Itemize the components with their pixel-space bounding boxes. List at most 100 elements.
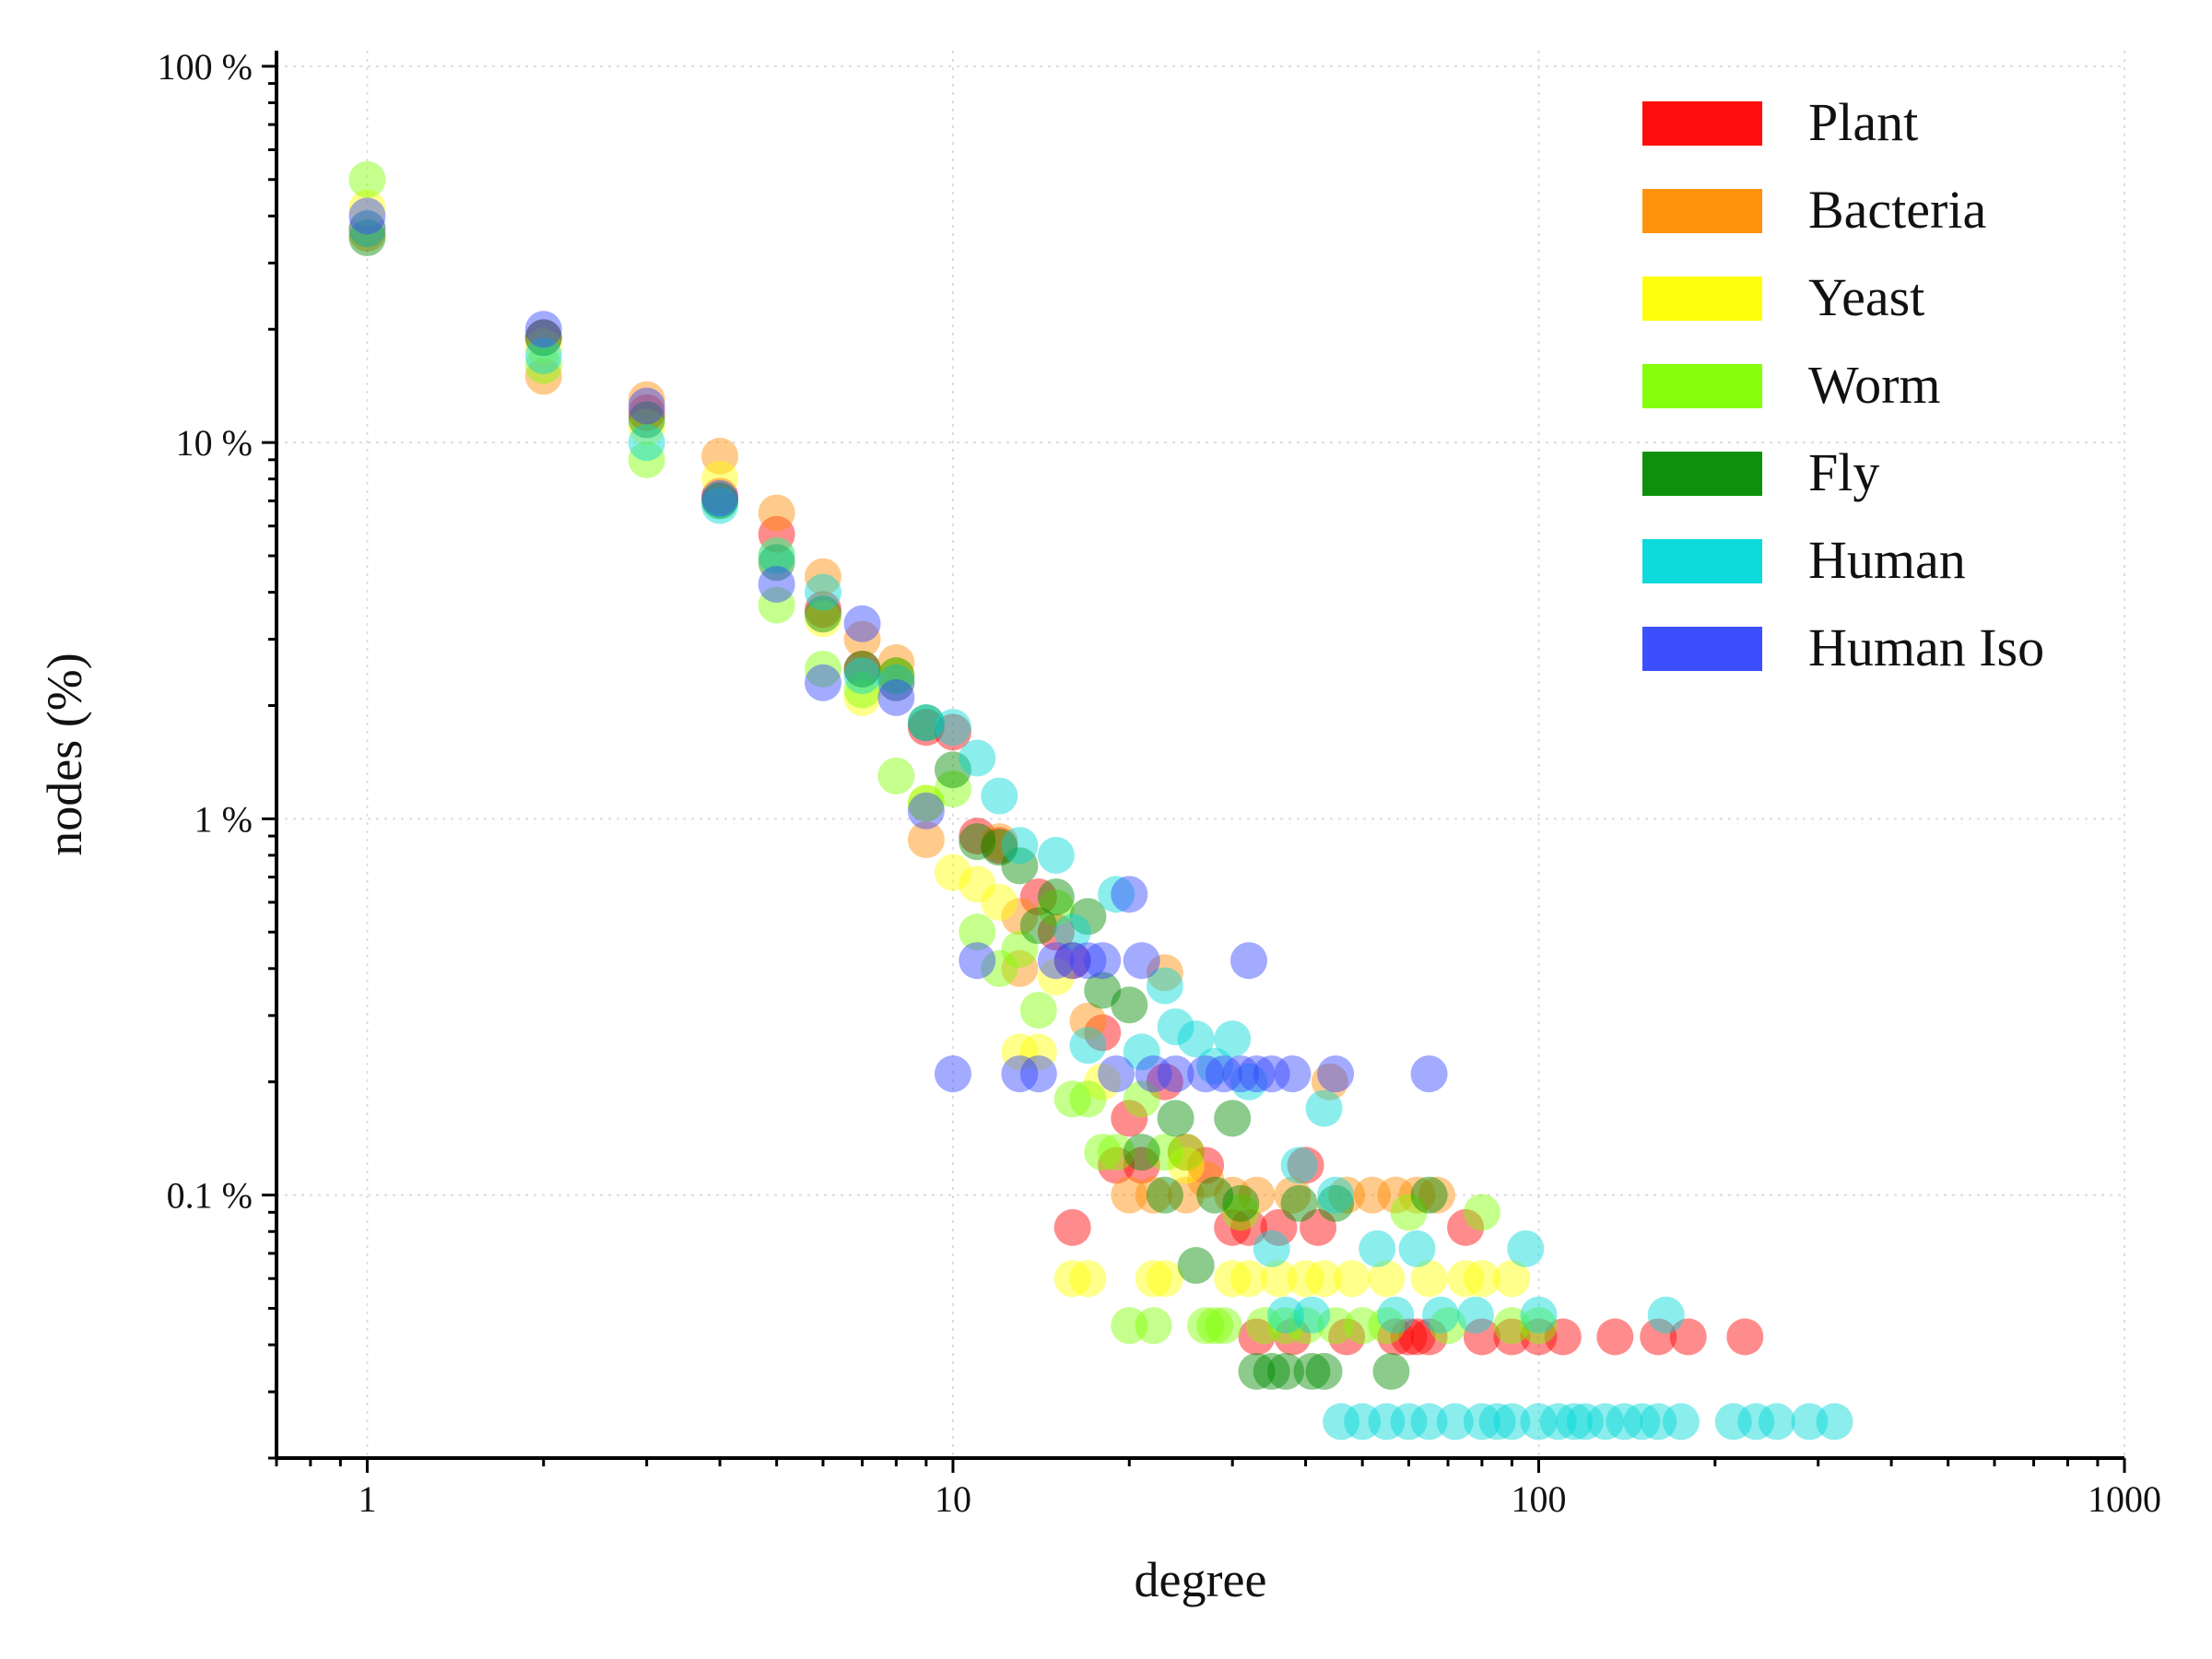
data-point	[1410, 1403, 1448, 1441]
data-point	[1111, 1307, 1148, 1345]
legend-item: Human Iso	[1642, 618, 2044, 677]
data-point	[804, 600, 841, 638]
data-point	[701, 482, 739, 520]
series-fly	[348, 219, 1448, 1390]
data-point	[1123, 1080, 1160, 1118]
x-tick-label: 100	[1511, 1478, 1566, 1520]
data-point	[1493, 1260, 1531, 1298]
data-point	[1422, 1296, 1460, 1334]
data-point	[524, 347, 562, 384]
data-point	[1001, 827, 1039, 865]
data-point	[1267, 1307, 1305, 1345]
data-point	[628, 441, 665, 478]
data-point	[907, 704, 945, 742]
data-point	[1353, 1176, 1391, 1214]
data-point	[907, 784, 945, 822]
data-point	[843, 657, 881, 695]
data-point	[1037, 878, 1075, 916]
legend-item: Bacteria	[1642, 180, 1986, 240]
data-point	[877, 664, 915, 701]
data-point	[1084, 971, 1122, 1009]
data-point	[1214, 1208, 1252, 1246]
data-point	[1001, 1033, 1039, 1071]
y-tick-label: 100 %	[158, 46, 253, 88]
data-point	[1398, 1230, 1436, 1267]
data-point	[1230, 1208, 1267, 1246]
data-point	[843, 671, 881, 709]
data-point	[1260, 1260, 1298, 1298]
legend-swatch	[1642, 539, 1762, 583]
data-point	[628, 387, 665, 425]
legend-item: Plant	[1642, 92, 1918, 152]
data-point	[1323, 1403, 1360, 1441]
data-point	[1436, 1403, 1474, 1441]
data-point	[1726, 1318, 1764, 1356]
data-point	[877, 643, 915, 681]
data-point	[1037, 836, 1075, 874]
data-point	[1596, 1318, 1634, 1356]
data-point	[1177, 1020, 1215, 1058]
data-point	[1238, 1055, 1276, 1093]
data-point	[1737, 1403, 1775, 1441]
legend-label: Human Iso	[1808, 618, 2044, 677]
data-point	[1311, 1063, 1348, 1100]
legend-label: Human	[1808, 530, 1966, 590]
data-point	[701, 482, 739, 520]
data-point	[1305, 1352, 1343, 1390]
data-point	[1069, 1080, 1107, 1118]
data-point	[1053, 942, 1091, 980]
data-point	[1418, 1176, 1455, 1214]
data-point	[1305, 1260, 1343, 1298]
axes	[275, 51, 2124, 1460]
data-point	[1791, 1403, 1829, 1441]
data-point	[1053, 1208, 1091, 1246]
data-point	[1069, 1027, 1107, 1065]
data-point	[1447, 1208, 1485, 1246]
series-human-iso	[348, 197, 1448, 1093]
data-point	[1280, 1147, 1318, 1184]
data-point	[1662, 1403, 1700, 1441]
data-point	[907, 704, 945, 742]
data-point	[804, 573, 841, 611]
data-point	[1084, 942, 1122, 980]
data-point	[1714, 1403, 1752, 1441]
data-point	[804, 664, 841, 701]
data-point	[1410, 1318, 1448, 1356]
data-point	[1037, 942, 1075, 980]
data-point	[1069, 1002, 1107, 1040]
data-point	[1493, 1403, 1531, 1441]
series-plant	[348, 210, 1764, 1356]
data-point	[1001, 1055, 1039, 1093]
data-point	[843, 620, 881, 658]
data-point	[758, 537, 795, 575]
data-point	[1317, 1184, 1355, 1222]
data-point	[877, 664, 915, 701]
data-point	[959, 739, 996, 777]
data-point	[877, 657, 915, 695]
data-point	[1167, 1134, 1205, 1171]
data-point	[981, 949, 1018, 987]
legend-item: Yeast	[1642, 267, 1924, 327]
data-point	[1647, 1296, 1685, 1334]
data-point	[1447, 1260, 1485, 1298]
data-point	[1053, 913, 1091, 951]
data-point	[701, 460, 739, 498]
data-point	[1205, 1307, 1242, 1345]
series-worm	[348, 160, 1558, 1345]
data-point	[1167, 1134, 1205, 1171]
data-point	[1520, 1318, 1558, 1356]
data-point	[1267, 1296, 1305, 1334]
data-point	[1098, 1147, 1135, 1184]
data-point	[1398, 1318, 1436, 1356]
data-point	[1274, 1176, 1312, 1214]
legend-item: Worm	[1642, 355, 1941, 415]
data-point	[907, 784, 945, 822]
data-point	[1410, 1055, 1448, 1093]
data-point	[524, 337, 562, 375]
data-point	[1640, 1403, 1677, 1441]
data-point	[1280, 1184, 1318, 1222]
data-point	[1214, 1260, 1252, 1298]
data-point	[843, 605, 881, 642]
data-point	[628, 424, 665, 462]
data-point	[701, 477, 739, 515]
